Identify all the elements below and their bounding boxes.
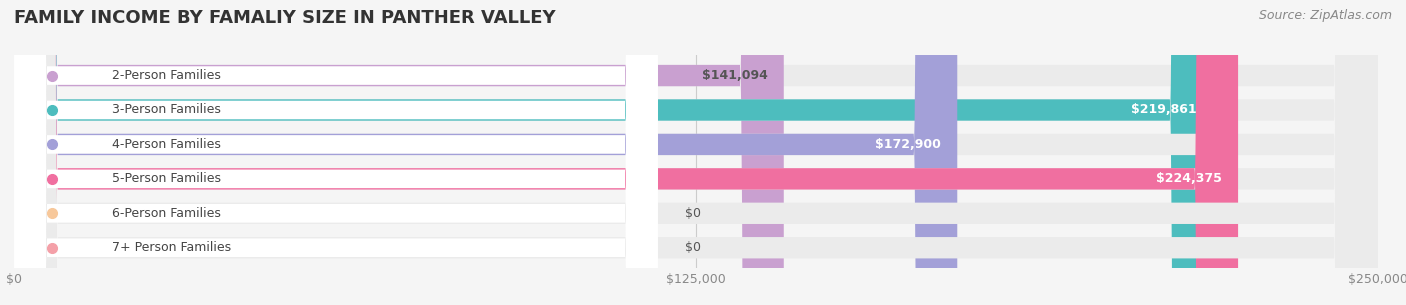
FancyBboxPatch shape xyxy=(14,0,783,305)
Text: 6-Person Families: 6-Person Families xyxy=(112,207,221,220)
Text: $219,861: $219,861 xyxy=(1132,103,1197,117)
Text: $0: $0 xyxy=(685,207,702,220)
FancyBboxPatch shape xyxy=(14,0,1378,305)
Text: 5-Person Families: 5-Person Families xyxy=(112,172,221,185)
Text: 7+ Person Families: 7+ Person Families xyxy=(112,241,232,254)
FancyBboxPatch shape xyxy=(14,0,957,305)
Text: FAMILY INCOME BY FAMALIY SIZE IN PANTHER VALLEY: FAMILY INCOME BY FAMALIY SIZE IN PANTHER… xyxy=(14,9,555,27)
FancyBboxPatch shape xyxy=(14,0,1213,305)
FancyBboxPatch shape xyxy=(14,0,1378,305)
FancyBboxPatch shape xyxy=(14,0,1378,305)
FancyBboxPatch shape xyxy=(14,0,1378,305)
FancyBboxPatch shape xyxy=(14,0,1378,305)
Text: Source: ZipAtlas.com: Source: ZipAtlas.com xyxy=(1258,9,1392,22)
FancyBboxPatch shape xyxy=(14,0,658,305)
Text: $0: $0 xyxy=(685,241,702,254)
Text: 4-Person Families: 4-Person Families xyxy=(112,138,221,151)
FancyBboxPatch shape xyxy=(14,0,658,305)
FancyBboxPatch shape xyxy=(14,0,658,305)
Text: $172,900: $172,900 xyxy=(875,138,941,151)
FancyBboxPatch shape xyxy=(14,0,658,305)
FancyBboxPatch shape xyxy=(14,0,1239,305)
Text: $141,094: $141,094 xyxy=(702,69,768,82)
Text: 3-Person Families: 3-Person Families xyxy=(112,103,221,117)
FancyBboxPatch shape xyxy=(14,0,658,305)
Text: $224,375: $224,375 xyxy=(1156,172,1222,185)
Text: 2-Person Families: 2-Person Families xyxy=(112,69,221,82)
FancyBboxPatch shape xyxy=(14,0,658,305)
FancyBboxPatch shape xyxy=(14,0,1378,305)
